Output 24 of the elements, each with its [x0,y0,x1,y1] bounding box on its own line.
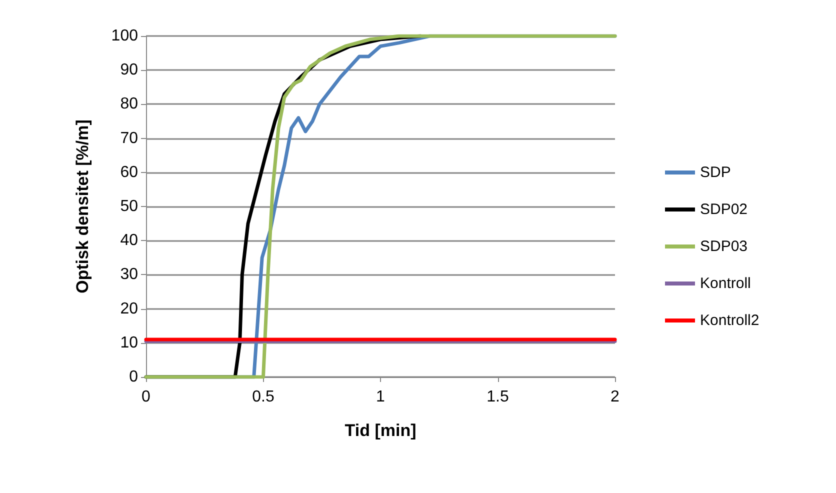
x-tick-label: 1.5 [486,388,509,406]
y-tick-label: 80 [120,96,138,113]
x-tick-label: 0 [142,388,151,406]
y-tick-label: 70 [120,130,138,147]
x-tick-label: 0.5 [252,388,274,406]
y-axis-title: Optisk densitet [%/m] [73,120,92,294]
legend-label: SDP02 [700,201,748,218]
legend-label: SDP [700,164,731,181]
legend-label: SDP03 [700,238,748,255]
line-series [144,34,617,379]
legend-label: Kontroll [700,275,751,292]
y-tick-label: 30 [120,266,138,284]
y-tick-label: 100 [111,28,138,44]
y-tick-label: 90 [120,62,138,79]
legend-label: Kontroll2 [700,312,760,329]
y-tick-label: 10 [120,334,138,352]
x-tick-label: 2 [610,388,620,406]
y-tick-label: 40 [120,232,138,250]
y-tick-label: 20 [120,300,138,318]
y-tick-label: 50 [120,198,138,215]
x-axis-title: Tid [min] [344,421,416,440]
y-tick-label: 60 [120,164,138,181]
y-tick-label: 0 [129,368,138,386]
x-tick-label: 1 [376,388,386,406]
